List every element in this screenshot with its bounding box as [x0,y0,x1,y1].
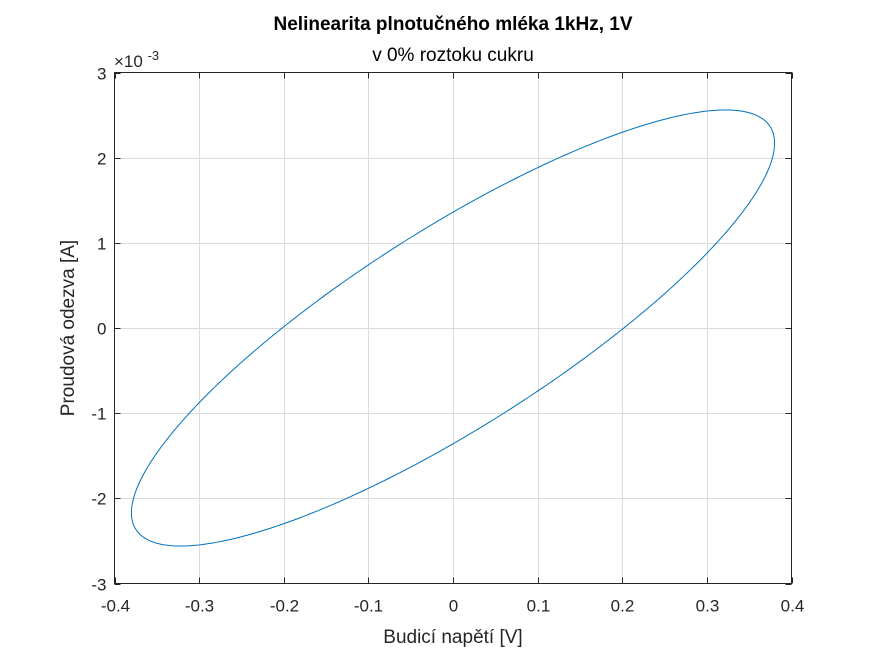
x-tick-label: 0.2 [611,597,635,616]
svg-text:×10 -3: ×10 -3 [114,48,159,71]
y-exponent-base: ×10 [114,52,143,71]
x-tick-label: 0 [449,597,458,616]
y-tick-label: -3 [91,576,106,595]
y-tick-label: 3 [97,65,106,84]
axis-ticks: -0.4 -0.3 -0.2 -0.1 0 0.1 0.2 0.3 0.4 -3 -2 -1 0 1 2 3 [91,65,804,616]
plot-area [130,109,776,547]
axes-frame [114,72,792,584]
y-tick-label: 2 [97,150,106,169]
x-tick-label: 0.4 [781,597,805,616]
y-tick-label: -1 [91,405,106,424]
grid-lines [114,72,792,584]
x-tick-label: -0.4 [101,597,130,616]
x-tick-label: -0.3 [185,597,214,616]
chart-title: Nelinearita plnotučného mléka 1kHz, 1V [274,14,633,35]
y-tick-label: -2 [91,490,106,509]
x-axis-label: Budicí napětí [V] [383,627,522,648]
y-tick-label: 1 [97,235,106,254]
y-exponent-power: -3 [148,48,160,63]
y-exponent: ×10 -3 [114,48,159,71]
x-tick-label: 0.1 [527,597,551,616]
series-line-current-response [130,109,776,547]
chart-subtitle: v 0% roztoku cukru [372,45,534,66]
y-axis-label: Proudová odezva [A] [58,240,79,416]
y-tick-label: 0 [97,320,106,339]
x-tick-label: 0.3 [696,597,720,616]
x-tick-label: -0.2 [270,597,299,616]
x-tick-label: -0.1 [354,597,383,616]
